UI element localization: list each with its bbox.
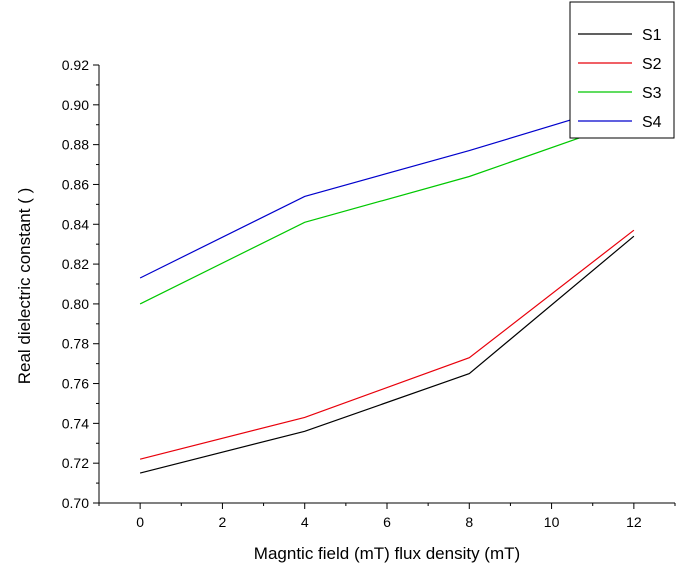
y-tick-label: 0.74 (62, 415, 89, 431)
legend: S1 S2 S3 S4 (569, 1, 675, 139)
x-tick-label: 12 (626, 514, 642, 530)
y-tick-label: 0.76 (62, 376, 89, 392)
x-tick-label: 0 (136, 514, 144, 530)
ticks-layer: 0.70 0.72 0.74 0.76 0.78 0.80 0.82 0.84 0.86 0.88… (62, 57, 676, 530)
y-tick-label: 0.86 (62, 176, 89, 192)
x-tick-label: 6 (383, 514, 391, 530)
y-tick-label: 0.92 (62, 57, 89, 73)
y-tick-label: 0.70 (62, 495, 89, 511)
x-axis-title: Magntic field (mT) flux density (mT) (254, 544, 520, 563)
y-tick-label: 0.72 (62, 455, 89, 471)
series-line-s3 (139, 118, 635, 305)
series-line-s2 (139, 229, 635, 460)
y-tick-label: 0.84 (62, 216, 89, 232)
legend-box (569, 1, 675, 139)
x-tick-label: 2 (219, 514, 227, 530)
legend-label-s4: S4 (642, 114, 662, 131)
x-tick-label: 10 (544, 514, 560, 530)
x-tick-label: 4 (301, 514, 309, 530)
y-tick-label: 0.82 (62, 256, 89, 272)
y-axis-title: Real dielectric constant ( ) (15, 188, 34, 385)
series-line-s1 (139, 235, 635, 474)
legend-label-s2: S2 (642, 56, 662, 73)
y-tick-label: 0.90 (62, 97, 89, 113)
legend-label-s3: S3 (642, 85, 662, 102)
series-layer (139, 100, 635, 474)
y-tick-label: 0.88 (62, 137, 89, 153)
legend-label-s1: S1 (642, 27, 662, 44)
y-tick-label: 0.80 (62, 296, 89, 312)
series-line-s4 (139, 100, 635, 279)
y-tick-label: 0.78 (62, 336, 89, 352)
x-tick-label: 8 (465, 514, 473, 530)
